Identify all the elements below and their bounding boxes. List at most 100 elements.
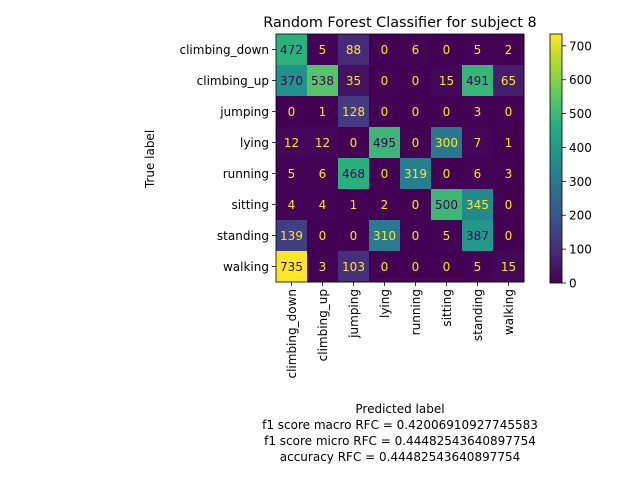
cell-value-label: 7 bbox=[474, 136, 482, 150]
heatmap-cell bbox=[307, 127, 339, 159]
cell-value-label: 0 bbox=[412, 198, 420, 212]
cell-value-label: 0 bbox=[319, 229, 327, 243]
heatmap-cell bbox=[369, 127, 401, 159]
cell-value-label: 0 bbox=[381, 74, 389, 88]
cell-value-label: 1 bbox=[319, 105, 327, 119]
cell-value-label: 491 bbox=[466, 74, 489, 88]
heatmap-cell bbox=[400, 65, 432, 97]
heatmap-cell bbox=[369, 34, 401, 66]
heatmap-cell bbox=[276, 34, 308, 66]
column-tick-label: walking bbox=[502, 289, 516, 335]
cell-value-label: 6 bbox=[412, 43, 420, 57]
cell-value-label: 6 bbox=[474, 167, 482, 181]
heatmap-cell bbox=[307, 96, 339, 128]
cell-value-label: 12 bbox=[315, 136, 330, 150]
heatmap-cell bbox=[493, 127, 525, 159]
heatmap-cell bbox=[431, 96, 463, 128]
cell-value-label: 5 bbox=[474, 43, 482, 57]
heatmap-cell bbox=[276, 158, 308, 190]
heatmap-cell bbox=[338, 96, 370, 128]
matrix-frame bbox=[275, 33, 525, 283]
x-axis-label: Predicted label bbox=[355, 402, 444, 416]
colorbar-tick-label: 600 bbox=[569, 73, 592, 87]
colorbar-gradient bbox=[549, 33, 563, 284]
cell-value-label: 3 bbox=[319, 260, 327, 274]
heatmap-cell bbox=[369, 189, 401, 221]
row-tick-label: lying bbox=[240, 136, 269, 150]
cell-value-label: 319 bbox=[404, 167, 427, 181]
y-axis-label: True label bbox=[143, 130, 157, 189]
row-tick-label: standing bbox=[217, 229, 269, 243]
heatmap-cell bbox=[431, 189, 463, 221]
heatmap-cell bbox=[400, 251, 432, 283]
heatmap-cell bbox=[462, 127, 494, 159]
heatmap-cell bbox=[400, 34, 432, 66]
heatmap-cell bbox=[276, 189, 308, 221]
heatmap-cell bbox=[431, 65, 463, 97]
cell-value-label: 472 bbox=[280, 43, 303, 57]
cell-value-label: 370 bbox=[280, 74, 303, 88]
cell-value-label: 15 bbox=[439, 74, 454, 88]
column-tick-labels: climbing_down climbing_up jumping lying runn… bbox=[285, 282, 516, 379]
heatmap-cell bbox=[307, 65, 339, 97]
heatmap-cell bbox=[307, 251, 339, 283]
heatmap-cell bbox=[462, 220, 494, 252]
cell-value-label: 2 bbox=[381, 198, 389, 212]
heatmap-cell bbox=[276, 251, 308, 283]
cell-value-label: 6 bbox=[319, 167, 327, 181]
colorbar: 0 100 200 300 400 500 600 700 bbox=[549, 33, 592, 291]
chart-title: Random Forest Classifier for subject 8 bbox=[263, 15, 536, 31]
heatmap-cell bbox=[462, 251, 494, 283]
cell-value-label: 0 bbox=[381, 43, 389, 57]
cell-value-label: 1 bbox=[505, 136, 513, 150]
heatmap-cell bbox=[338, 34, 370, 66]
cell-value-label: 35 bbox=[346, 74, 361, 88]
heatmap-cell bbox=[400, 189, 432, 221]
heatmap-cell bbox=[493, 158, 525, 190]
column-tick-label: jumping bbox=[347, 289, 361, 339]
heatmap-cell bbox=[462, 189, 494, 221]
cell-value-label: 5 bbox=[474, 260, 482, 274]
cell-value-label: 387 bbox=[466, 229, 489, 243]
cell-value-label: 500 bbox=[435, 198, 458, 212]
colorbar-tick-label: 700 bbox=[569, 39, 592, 53]
heatmap-cell bbox=[462, 65, 494, 97]
f1-micro-line: f1 score micro RFC = 0.44482543640897754 bbox=[264, 434, 536, 448]
column-tick-label: climbing_down bbox=[285, 289, 299, 379]
heatmap-cell bbox=[307, 189, 339, 221]
heatmap-cell bbox=[369, 65, 401, 97]
cell-value-label: 4 bbox=[288, 198, 296, 212]
cell-value-label: 5 bbox=[288, 167, 296, 181]
column-tick-label: sitting bbox=[440, 289, 454, 327]
heatmap-cell bbox=[493, 65, 525, 97]
heatmap-cell bbox=[400, 127, 432, 159]
row-tick-label: sitting bbox=[231, 198, 269, 212]
colorbar-tick-label: 300 bbox=[569, 175, 592, 189]
row-tick-label: climbing_down bbox=[179, 43, 269, 57]
heatmap-cell bbox=[338, 189, 370, 221]
colorbar-tick-label: 200 bbox=[569, 209, 592, 223]
heatmap-cell bbox=[369, 158, 401, 190]
heatmap-cell bbox=[276, 96, 308, 128]
cell-value-label: 495 bbox=[373, 136, 396, 150]
cell-value-label: 128 bbox=[342, 105, 365, 119]
cell-value-label: 3 bbox=[505, 167, 513, 181]
heatmap-cell bbox=[462, 34, 494, 66]
colorbar-tick-label: 500 bbox=[569, 107, 592, 121]
cell-value-label: 0 bbox=[381, 167, 389, 181]
heatmap-cell bbox=[369, 220, 401, 252]
accuracy-line: accuracy RFC = 0.44482543640897754 bbox=[280, 450, 521, 464]
cell-value-label: 345 bbox=[466, 198, 489, 212]
row-tick-label: walking bbox=[223, 260, 269, 274]
cell-value-label: 0 bbox=[288, 105, 296, 119]
cell-value-label: 0 bbox=[412, 105, 420, 119]
cell-value-label: 12 bbox=[284, 136, 299, 150]
cell-value-label: 0 bbox=[505, 198, 513, 212]
heatmap-cell bbox=[276, 65, 308, 97]
heatmap-cell bbox=[493, 34, 525, 66]
column-tick-label: standing bbox=[471, 289, 485, 341]
cell-value-label: 0 bbox=[350, 229, 358, 243]
column-tick-label: lying bbox=[378, 289, 392, 318]
